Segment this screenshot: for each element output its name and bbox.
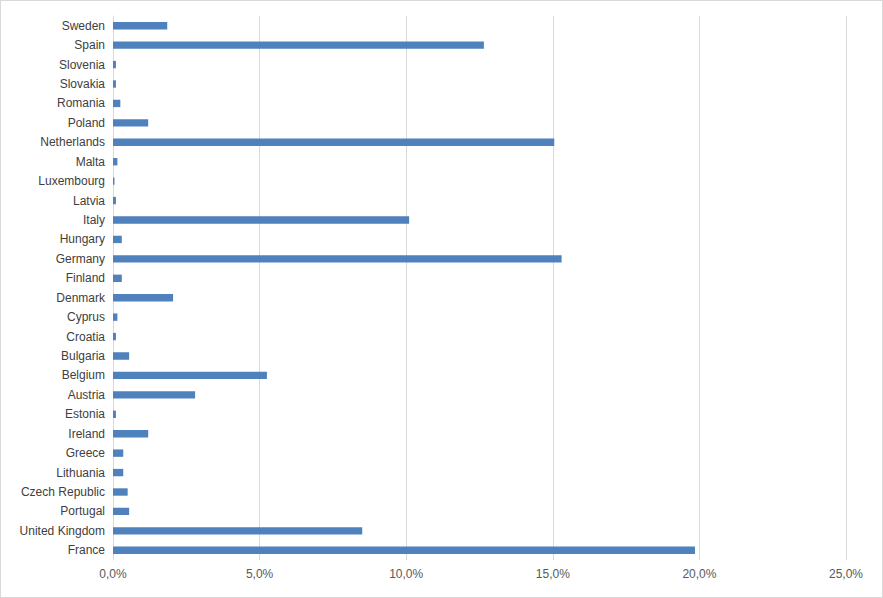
svg-text:Estonia: Estonia xyxy=(65,407,105,421)
svg-text:Finland: Finland xyxy=(66,271,105,285)
svg-text:20,0%: 20,0% xyxy=(682,567,716,581)
svg-text:Belgium: Belgium xyxy=(62,368,105,382)
svg-text:0,0%: 0,0% xyxy=(99,567,127,581)
svg-text:Slovakia: Slovakia xyxy=(60,77,106,91)
svg-text:Slovenia: Slovenia xyxy=(59,58,105,72)
svg-text:10,0%: 10,0% xyxy=(389,567,423,581)
svg-text:Germany: Germany xyxy=(56,252,105,266)
svg-text:Spain: Spain xyxy=(74,38,105,52)
svg-text:25,0%: 25,0% xyxy=(829,567,863,581)
svg-text:Latvia: Latvia xyxy=(73,194,105,208)
svg-text:Sweden: Sweden xyxy=(62,19,105,33)
svg-text:Hungary: Hungary xyxy=(60,232,105,246)
svg-text:Netherlands: Netherlands xyxy=(40,135,105,149)
svg-text:Italy: Italy xyxy=(83,213,105,227)
svg-text:Lithuania: Lithuania xyxy=(56,466,105,480)
svg-text:Bulgaria: Bulgaria xyxy=(61,349,105,363)
svg-text:15,0%: 15,0% xyxy=(536,567,570,581)
svg-text:Romania: Romania xyxy=(57,96,105,110)
svg-text:Portugal: Portugal xyxy=(60,504,105,518)
svg-text:United Kingdom: United Kingdom xyxy=(20,524,105,538)
svg-text:Czech Republic: Czech Republic xyxy=(21,485,105,499)
svg-text:5,0%: 5,0% xyxy=(246,567,274,581)
svg-text:Denmark: Denmark xyxy=(56,291,106,305)
svg-text:Austria: Austria xyxy=(68,388,106,402)
svg-text:Cyprus: Cyprus xyxy=(67,310,105,324)
svg-text:Malta: Malta xyxy=(76,155,106,169)
svg-text:Poland: Poland xyxy=(68,116,105,130)
svg-text:Croatia: Croatia xyxy=(66,330,105,344)
svg-text:France: France xyxy=(68,543,106,557)
svg-text:Luxembourg: Luxembourg xyxy=(38,174,105,188)
svg-text:Greece: Greece xyxy=(66,446,106,460)
svg-text:Ireland: Ireland xyxy=(68,427,105,441)
